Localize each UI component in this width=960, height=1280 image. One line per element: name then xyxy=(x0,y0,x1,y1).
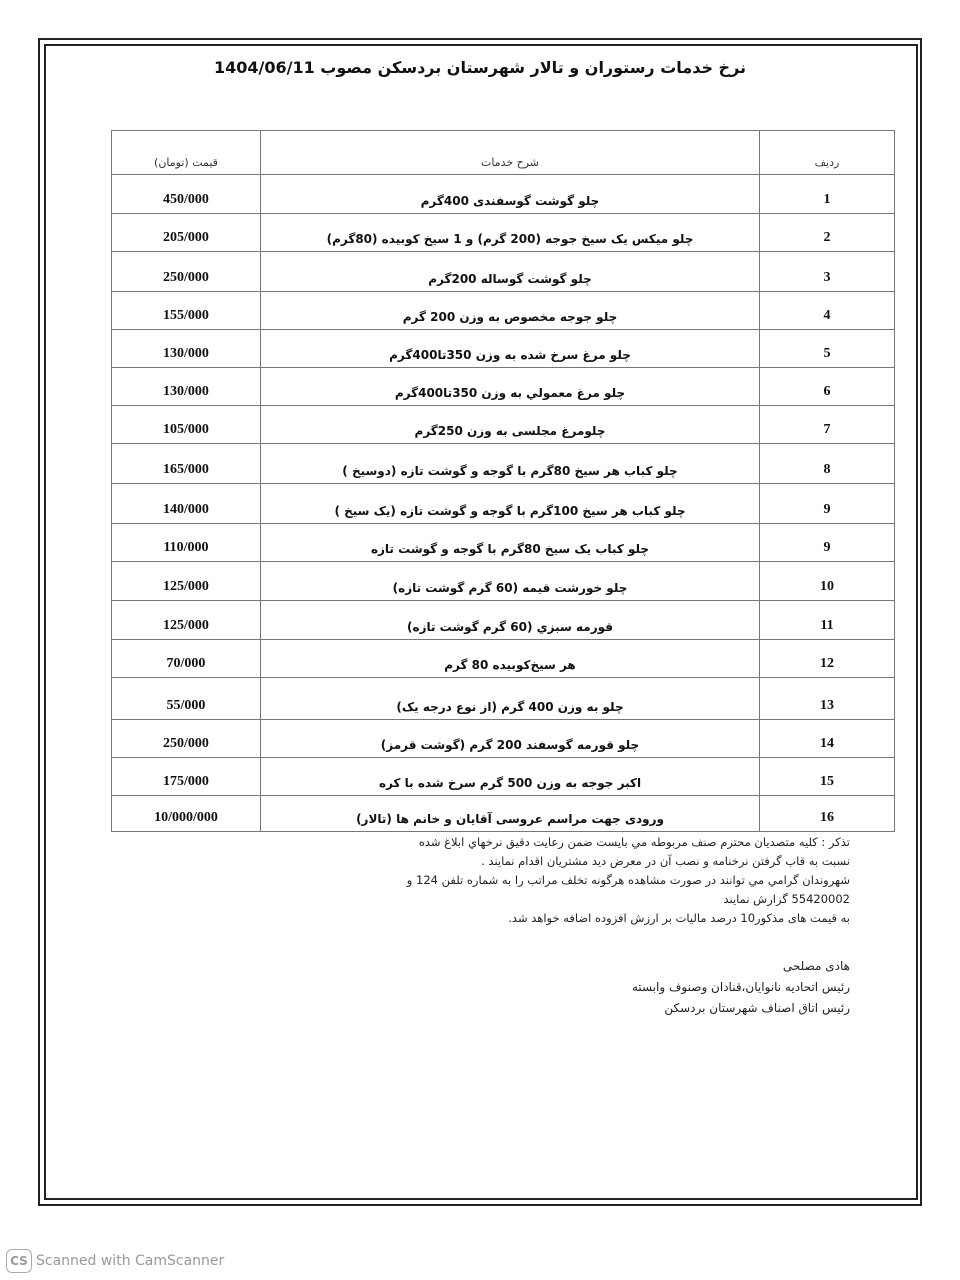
table-row: 1 چلو گوشت گوسفندی 400گرم 450/000 xyxy=(111,174,895,214)
document-title: نرخ خدمات رستوران و تالار شهرستان بردسکن… xyxy=(213,58,747,77)
table-row: 6 چلو مرغ معمولي به وزن 350تا400گرم 130/00… xyxy=(111,367,895,406)
row-price: 140/000 xyxy=(111,483,261,524)
table-row: 14 چلو قورمه گوسفند 200 گرم (گوشت قرمز) 25… xyxy=(111,719,895,758)
table-row: 2 چلو میکس یک سیخ جوجه (200 گرم) و 1 سیخ … xyxy=(111,213,895,252)
row-index: 11 xyxy=(759,600,895,640)
page-border-outer xyxy=(38,38,922,1206)
row-price: 105/000 xyxy=(111,405,261,444)
row-description: چلو مرغ معمولي به وزن 350تا400گرم xyxy=(260,367,760,406)
row-index: 13 xyxy=(759,677,895,720)
row-index: 4 xyxy=(759,291,895,330)
note-line: شهروندان گرامي مي توانند در صورت مشاهده … xyxy=(406,873,850,887)
signer-role: رئیس اتاق اصناف شهرستان بردسکن xyxy=(664,1001,850,1015)
table-header-row: ردیف شرح خدمات قیمت (تومان) xyxy=(111,130,895,175)
note-line: به قیمت های مذکور10 درصد مالیات بر ارزش … xyxy=(508,911,850,925)
signer-role: رئیس اتحادیه نانوایان،قنادان وصنوف وابست… xyxy=(631,980,850,994)
row-index: 14 xyxy=(759,719,895,758)
camscanner-watermark: CS Scanned with CamScanner xyxy=(6,1249,224,1273)
row-index: 7 xyxy=(759,405,895,444)
row-index: 8 xyxy=(759,443,895,484)
row-index: 15 xyxy=(759,757,895,796)
row-description: چلو گوشت گوساله 200گرم xyxy=(260,251,760,292)
row-price: 110/000 xyxy=(111,523,261,562)
signature-block: هادی مصلحی رئیس اتحادیه نانوایان،قنادان … xyxy=(500,956,850,1019)
price-table: ردیف شرح خدمات قیمت (تومان) 1 چلو گوشت گو… xyxy=(111,130,895,832)
row-description: چلو قورمه گوسفند 200 گرم (گوشت قرمز) xyxy=(260,719,760,758)
row-index: 9 xyxy=(759,523,895,562)
row-description: چلو کباب هر سیخ 80گرم با گوجه و گوشت تاز… xyxy=(260,443,760,484)
row-price: 165/000 xyxy=(111,443,261,484)
signer-name: هادی مصلحی xyxy=(782,959,850,973)
table-row: 10 چلو خورشت قیمه (60 گرم گوشت تازه) 125/0… xyxy=(111,561,895,601)
row-price: 70/000 xyxy=(111,639,261,678)
row-index: 5 xyxy=(759,329,895,368)
note-line: 55420002 گزارش نمایند xyxy=(723,892,850,906)
row-description: چلو مرغ سرخ شده به وزن 350تا400گرم xyxy=(260,329,760,368)
row-description: چلو گوشت گوسفندی 400گرم xyxy=(260,174,760,214)
table-row: 4 چلو جوجه مخصوص به وزن 200 گرم 155/000 xyxy=(111,291,895,330)
header-description: شرح خدمات xyxy=(260,130,760,175)
row-description: اکبر جوجه به وزن 500 گرم سرخ شده با کره xyxy=(260,757,760,796)
row-index: 12 xyxy=(759,639,895,678)
row-price: 155/000 xyxy=(111,291,261,330)
row-price: 125/000 xyxy=(111,600,261,640)
row-index: 1 xyxy=(759,174,895,214)
row-description: چلو خورشت قیمه (60 گرم گوشت تازه) xyxy=(260,561,760,601)
row-index: 6 xyxy=(759,367,895,406)
table-row: 9 چلو کباب یک سیخ 80گرم با گوجه و گوشت تا… xyxy=(111,523,895,562)
table-row: 12 هر سیخ‌کوبیده 80 گرم 70/000 xyxy=(111,639,895,678)
table-row: 5 چلو مرغ سرخ شده به وزن 350تا400گرم 130/0… xyxy=(111,329,895,368)
row-index: 3 xyxy=(759,251,895,292)
row-index: 10 xyxy=(759,561,895,601)
row-description: چلومرغ مجلسی به وزن 250گرم xyxy=(260,405,760,444)
row-description: چلو جوجه مخصوص به وزن 200 گرم xyxy=(260,291,760,330)
row-price: 125/000 xyxy=(111,561,261,601)
table-row: 9 چلو کباب هر سیخ 100گرم با گوجه و گوشت ت… xyxy=(111,483,895,524)
camscanner-logo-icon: CS xyxy=(6,1249,32,1273)
row-description: ورودی جهت مراسم عروسی آقایان و خانم ها (… xyxy=(260,795,760,832)
row-price: 450/000 xyxy=(111,174,261,214)
notes-section: تذکر : کلیه متصدیان محترم صنف مربوطه مي … xyxy=(120,833,850,928)
row-price: 10/000/000 xyxy=(111,795,261,832)
row-price: 205/000 xyxy=(111,213,261,252)
note-line: نسبت به قاب گرفتن نرخنامه و نصب آن در مع… xyxy=(481,854,850,868)
row-index: 9 xyxy=(759,483,895,524)
row-description: چلو به وزن 400 گرم (از نوع درجه یک) xyxy=(260,677,760,720)
table-row: 11 قورمه سبزي (60 گرم گوشت تازه) 125/000 xyxy=(111,600,895,640)
row-description: چلو کباب هر سیخ 100گرم با گوجه و گوشت تا… xyxy=(260,483,760,524)
row-price: 175/000 xyxy=(111,757,261,796)
row-price: 130/000 xyxy=(111,329,261,368)
table-row: 7 چلومرغ مجلسی به وزن 250گرم 105/000 xyxy=(111,405,895,444)
header-index: ردیف xyxy=(759,130,895,175)
row-price: 55/000 xyxy=(111,677,261,720)
row-index: 2 xyxy=(759,213,895,252)
row-price: 250/000 xyxy=(111,719,261,758)
table-row: 3 چلو گوشت گوساله 200گرم 250/000 xyxy=(111,251,895,292)
row-description: قورمه سبزي (60 گرم گوشت تازه) xyxy=(260,600,760,640)
page-border-inner xyxy=(44,44,918,1200)
table-row: 16 ورودی جهت مراسم عروسی آقایان و خانم ها… xyxy=(111,795,895,832)
row-index: 16 xyxy=(759,795,895,832)
table-row: 13 چلو به وزن 400 گرم (از نوع درجه یک) 55/… xyxy=(111,677,895,720)
table-row: 8 چلو کباب هر سیخ 80گرم با گوجه و گوشت تا… xyxy=(111,443,895,484)
row-price: 130/000 xyxy=(111,367,261,406)
row-description: هر سیخ‌کوبیده 80 گرم xyxy=(260,639,760,678)
row-price: 250/000 xyxy=(111,251,261,292)
header-price: قیمت (تومان) xyxy=(111,130,261,175)
watermark-text: Scanned with CamScanner xyxy=(36,1253,225,1269)
row-description: چلو کباب یک سیخ 80گرم با گوجه و گوشت تاز… xyxy=(260,523,760,562)
row-description: چلو میکس یک سیخ جوجه (200 گرم) و 1 سیخ ک… xyxy=(260,213,760,252)
table-row: 15 اکبر جوجه به وزن 500 گرم سرخ شده با کر… xyxy=(111,757,895,796)
note-line: تذکر : کلیه متصدیان محترم صنف مربوطه مي … xyxy=(418,835,850,849)
